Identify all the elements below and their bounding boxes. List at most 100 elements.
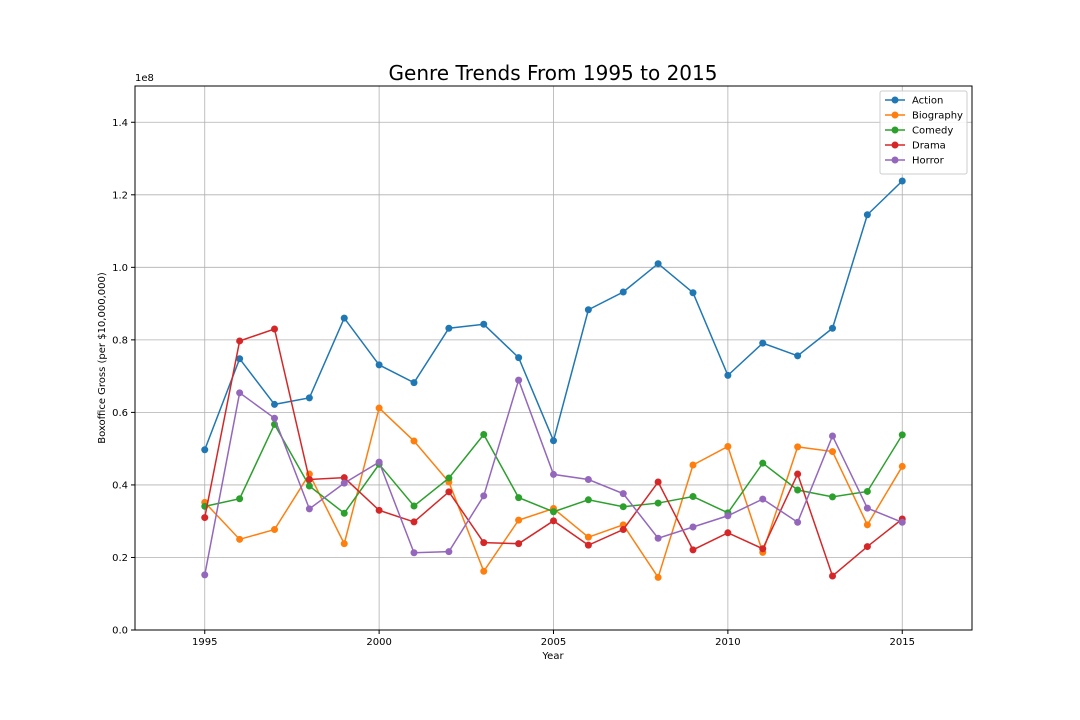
data-point-action <box>690 289 697 296</box>
data-point-action <box>550 437 557 444</box>
legend-marker-comedy <box>892 127 899 134</box>
data-point-comedy <box>690 493 697 500</box>
data-point-biography <box>794 443 801 450</box>
data-point-drama <box>550 517 557 524</box>
data-point-drama <box>201 514 208 521</box>
data-point-biography <box>515 517 522 524</box>
legend-label-biography: Biography <box>912 111 963 122</box>
data-point-drama <box>515 540 522 547</box>
data-point-horror <box>899 519 906 526</box>
data-point-biography <box>480 568 487 575</box>
y-tick-label: 1.4 <box>112 118 128 129</box>
data-point-comedy <box>515 494 522 501</box>
legend-marker-drama <box>892 142 899 149</box>
x-axis-ticks: 1995 2000 2005 2010 2015 <box>192 630 915 648</box>
data-point-biography <box>585 534 592 541</box>
data-point-action <box>829 325 836 332</box>
data-point-action <box>341 315 348 322</box>
data-point-action <box>306 394 313 401</box>
data-point-horror <box>201 571 208 578</box>
data-point-biography <box>690 461 697 468</box>
data-point-horror <box>271 415 278 422</box>
data-point-biography <box>724 443 731 450</box>
data-point-drama <box>620 526 627 533</box>
data-point-horror <box>655 535 662 542</box>
y-axis-ticks: 0.0 0.2 0.4 0.6 0.8 1.0 1.2 1.4 <box>112 118 135 637</box>
x-axis-label: Year <box>541 651 564 662</box>
data-point-action <box>864 211 871 218</box>
data-point-horror <box>445 548 452 555</box>
grid-lines <box>135 86 972 630</box>
data-point-drama <box>794 471 801 478</box>
data-point-drama <box>585 542 592 549</box>
data-point-action <box>759 340 766 347</box>
legend-marker-biography <box>892 112 899 119</box>
data-point-biography <box>864 521 871 528</box>
data-point-horror <box>376 459 383 466</box>
data-point-comedy <box>341 510 348 517</box>
data-point-action <box>620 288 627 295</box>
data-point-biography <box>341 540 348 547</box>
y-tick-label: 0.6 <box>112 408 128 419</box>
data-point-drama <box>411 518 418 525</box>
data-point-horror <box>864 505 871 512</box>
data-point-comedy <box>445 475 452 482</box>
x-tick-label: 2010 <box>715 637 740 648</box>
legend-label-comedy: Comedy <box>912 126 953 137</box>
data-point-comedy <box>306 483 313 490</box>
data-point-horror <box>411 549 418 556</box>
x-tick-label: 1995 <box>192 637 217 648</box>
data-point-comedy <box>236 495 243 502</box>
data-point-drama <box>829 572 836 579</box>
legend-marker-horror <box>892 157 899 164</box>
data-point-drama <box>724 529 731 536</box>
data-point-drama <box>445 488 452 495</box>
data-point-action <box>585 306 592 313</box>
data-point-action <box>480 321 487 328</box>
data-point-drama <box>376 507 383 514</box>
data-point-drama <box>480 539 487 546</box>
y-axis-label: Boxoffice Gross (per $10,000,000) <box>97 272 108 444</box>
data-point-drama <box>271 325 278 332</box>
data-point-horror <box>620 490 627 497</box>
data-point-comedy <box>620 503 627 510</box>
data-point-comedy <box>829 493 836 500</box>
y-tick-label: 0.2 <box>112 553 128 564</box>
data-point-comedy <box>585 496 592 503</box>
data-point-action <box>899 178 906 185</box>
data-point-horror <box>724 512 731 519</box>
data-point-horror <box>306 505 313 512</box>
data-point-comedy <box>899 431 906 438</box>
data-point-horror <box>585 476 592 483</box>
data-point-action <box>515 354 522 361</box>
data-point-drama <box>864 543 871 550</box>
data-point-horror <box>829 432 836 439</box>
data-point-comedy <box>864 488 871 495</box>
data-point-action <box>445 325 452 332</box>
data-point-comedy <box>411 502 418 509</box>
data-point-comedy <box>480 431 487 438</box>
data-point-horror <box>550 471 557 478</box>
data-point-horror <box>794 519 801 526</box>
y-offset-label: 1e8 <box>135 73 154 84</box>
data-point-biography <box>899 463 906 470</box>
data-point-drama <box>759 545 766 552</box>
y-tick-label: 1.0 <box>112 263 128 274</box>
data-point-horror <box>480 492 487 499</box>
data-point-drama <box>306 476 313 483</box>
data-point-action <box>376 361 383 368</box>
data-point-action <box>655 260 662 267</box>
legend-label-drama: Drama <box>912 141 946 152</box>
data-point-action <box>794 352 801 359</box>
x-tick-label: 2005 <box>541 637 566 648</box>
chart-title: Genre Trends From 1995 to 2015 <box>389 61 718 85</box>
data-point-horror <box>515 377 522 384</box>
data-point-drama <box>690 546 697 553</box>
data-point-biography <box>271 526 278 533</box>
data-point-action <box>724 372 731 379</box>
data-point-action <box>271 401 278 408</box>
data-point-biography <box>655 574 662 581</box>
data-point-comedy <box>655 500 662 507</box>
y-tick-label: 1.2 <box>112 190 128 201</box>
